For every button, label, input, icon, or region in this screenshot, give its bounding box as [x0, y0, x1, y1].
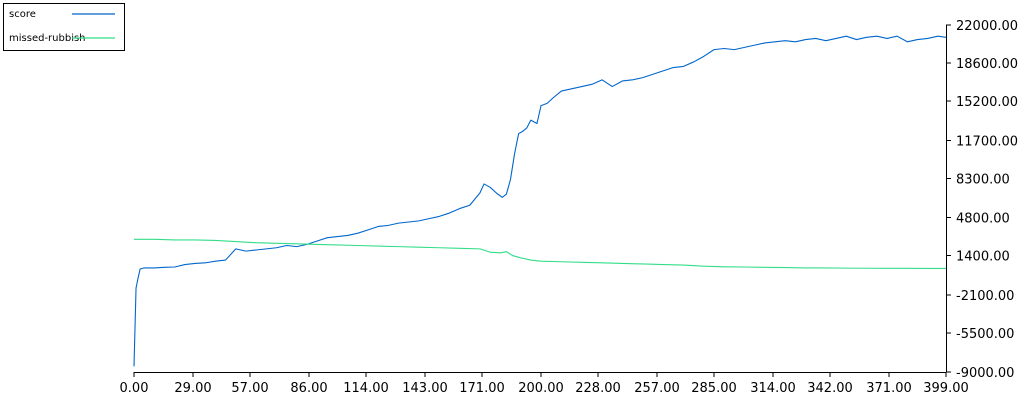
series-lines [133, 35, 947, 367]
x-tick-label: 0.00 [120, 381, 149, 396]
x-tick-label: 342.00 [807, 381, 853, 396]
x-tick-label: 228.00 [575, 381, 621, 396]
y-tick-label: 15200.00 [956, 95, 1018, 110]
x-tick-label: 29.00 [174, 381, 211, 396]
legend-label: score [9, 9, 36, 20]
x-tick-label: 57.00 [231, 381, 268, 396]
y-tick-label: 1400.00 [956, 250, 1010, 265]
x-tick-label: 86.00 [290, 381, 327, 396]
y-tick-label: 22000.00 [956, 19, 1018, 34]
x-tick-label: 371.00 [866, 381, 912, 396]
y-tick-label: -9000.00 [956, 366, 1014, 381]
y-tick-label: 11700.00 [956, 134, 1018, 149]
y-tick-label: 8300.00 [956, 172, 1010, 187]
x-tick-label: 171.00 [459, 381, 505, 396]
x-tick-label: 257.00 [634, 381, 680, 396]
x-tick-label: 114.00 [343, 381, 389, 396]
legend-label: missed-rubbish [9, 33, 86, 44]
x-tick-label: 143.00 [402, 381, 448, 396]
legend-box [3, 3, 125, 51]
series-line-missed-rubbish [134, 238, 946, 270]
y-tick-label: 18600.00 [956, 57, 1018, 72]
y-axis-ticks: 22000.00 18600.00 15200.00 11700.00 8300.00 4… [946, 19, 1018, 381]
x-axis-ticks: 0.00 29.00 57.00 86.00 114.00 143.00 171.00 200… [120, 372, 969, 396]
y-tick-label: -2100.00 [956, 289, 1014, 304]
x-tick-label: 285.00 [691, 381, 737, 396]
y-tick-label: 4800.00 [956, 212, 1010, 227]
x-tick-label: 200.00 [518, 381, 564, 396]
x-tick-label: 314.00 [750, 381, 796, 396]
x-tick-label: 399.00 [923, 381, 969, 396]
series-line-score [133, 35, 947, 367]
plot-area: 0.00 29.00 57.00 86.00 114.00 143.00 171.00 200… [120, 19, 1019, 396]
legend: score missed-rubbish [3, 3, 125, 51]
y-tick-label: -5500.00 [956, 327, 1014, 342]
